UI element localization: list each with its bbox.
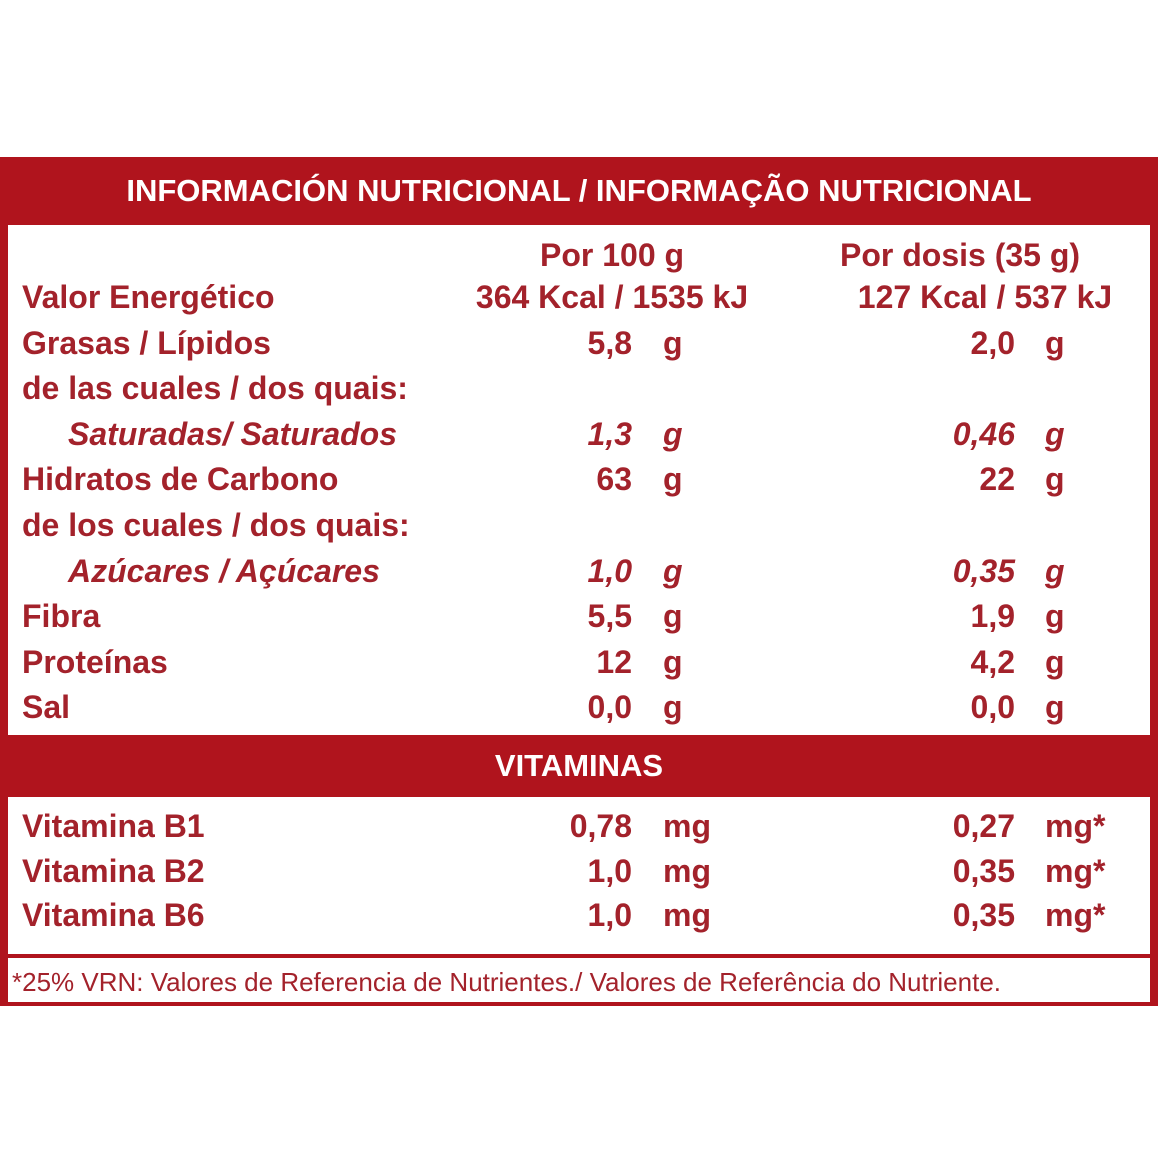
bottom-border	[0, 1002, 1158, 1006]
row-label: Hidratos de Carbono	[22, 461, 339, 498]
value: 0,0	[587, 689, 632, 726]
unit: g	[663, 643, 683, 680]
value: 1,0	[587, 552, 632, 589]
unit: mg*	[1045, 808, 1106, 844]
value: 22	[979, 461, 1015, 498]
footnote: *25% VRN: Valores de Referencia de Nutri…	[12, 967, 1002, 997]
value: 4,2	[970, 643, 1015, 680]
value: 1,0	[587, 852, 632, 889]
value: 0,35	[952, 552, 1015, 589]
row-label: de los cuales / dos quais:	[22, 507, 410, 543]
column-header: Por 100 g	[540, 237, 685, 273]
row-label: Proteínas	[22, 643, 168, 680]
row-label: Fibra	[22, 598, 101, 635]
row-label: Vitamina B1	[22, 808, 205, 844]
unit: mg*	[1045, 852, 1106, 889]
unit: g	[663, 415, 683, 452]
value: 63	[596, 461, 632, 498]
value: 127 Kcal / 537 kJ	[857, 279, 1113, 315]
unit: g	[1045, 689, 1065, 726]
right-border	[1150, 225, 1158, 1005]
unit: g	[1045, 324, 1065, 361]
value: 0,78	[569, 808, 632, 844]
unit: mg	[663, 897, 711, 933]
row-label: Valor Energético	[22, 279, 275, 315]
left-border	[0, 225, 8, 1005]
value: 0,0	[970, 689, 1015, 726]
value: 0,46	[952, 415, 1015, 452]
row-label: Vitamina B2	[22, 852, 205, 889]
row-label: Sal	[22, 689, 71, 726]
unit: g	[1045, 415, 1065, 452]
divider	[0, 954, 1158, 958]
value: 364 Kcal / 1535 kJ	[475, 279, 749, 315]
value: 2,0	[970, 324, 1015, 361]
value: 1,9	[970, 598, 1015, 635]
unit: g	[663, 598, 683, 635]
row-label: Saturadas/ Saturados	[68, 415, 397, 452]
title: INFORMACIÓN NUTRICIONAL / INFORMAÇÃO NUT…	[126, 173, 1032, 208]
unit: g	[663, 461, 683, 498]
value: 0,35	[952, 852, 1015, 889]
value: 5,5	[587, 598, 632, 635]
vitamins-band	[0, 735, 1158, 797]
row-label: Vitamina B6	[22, 897, 205, 933]
unit: mg	[663, 808, 711, 844]
column-header: Por dosis (35 g)	[840, 237, 1081, 273]
row-label: Azúcares / Açúcares	[68, 552, 380, 589]
unit: mg*	[1045, 897, 1106, 933]
vitamins-title: VITAMINAS	[494, 748, 664, 783]
row-label: de las cuales / dos quais:	[22, 370, 408, 407]
value: 1,3	[587, 415, 632, 452]
row-label: Grasas / Lípidos	[22, 324, 271, 361]
unit: g	[1045, 643, 1065, 680]
value: 0,35	[952, 897, 1015, 933]
value: 1,0	[587, 897, 632, 933]
value: 5,8	[587, 324, 632, 361]
unit: g	[663, 689, 683, 726]
unit: g	[1045, 598, 1065, 635]
unit: g	[1045, 461, 1065, 498]
value: 0,27	[952, 808, 1015, 844]
header-band	[0, 157, 1158, 225]
unit: mg	[663, 852, 711, 889]
value: 12	[596, 643, 632, 680]
unit: g	[1045, 552, 1065, 589]
unit: g	[663, 324, 683, 361]
unit: g	[663, 552, 683, 589]
